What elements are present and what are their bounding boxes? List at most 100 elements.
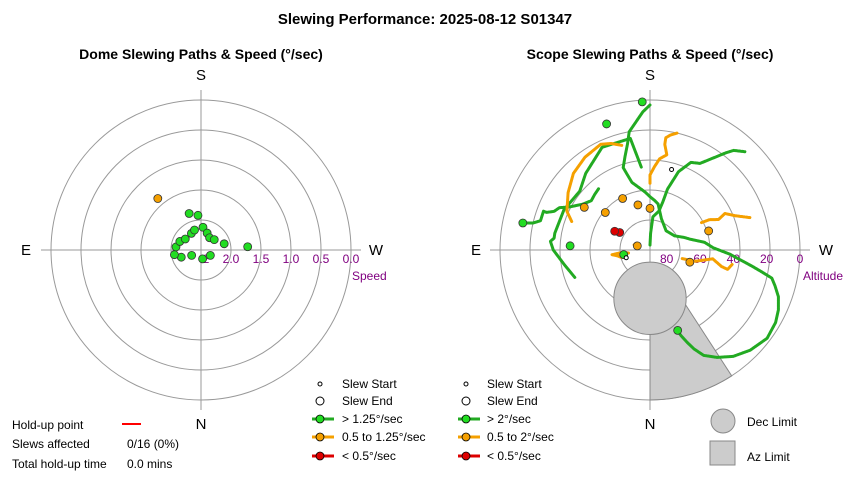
- holdup-point-label: Hold-up point: [12, 418, 84, 432]
- holdup-time-label: Total hold-up time: [12, 457, 107, 471]
- scope-polar-chart: Scope Slewing Paths & Speed (°/sec) S N …: [471, 46, 843, 433]
- scope-legend-dec-limit: Dec Limit: [747, 415, 798, 429]
- dome-tick-label: 0.5: [313, 252, 330, 266]
- legend-fast-dot: [315, 414, 325, 424]
- scope-tick-label: 0: [797, 252, 804, 266]
- dome-compass-left: E: [21, 242, 31, 259]
- dome-compass-bottom: N: [196, 416, 207, 433]
- holdup-info: Hold-up point Slews affected 0/16 (0%) T…: [12, 418, 179, 471]
- scope-slew-path-medium: [648, 131, 679, 185]
- dome-tick-label: 1.5: [253, 252, 270, 266]
- dome-polar-chart: Dome Slewing Paths & Speed (°/sec) S N E…: [21, 46, 387, 433]
- dome-point: [170, 250, 179, 260]
- scope-compass-left: E: [471, 242, 481, 259]
- scope-slew-end: [632, 241, 642, 251]
- scope-legend-medium-dot: [461, 432, 471, 442]
- dome-point: [187, 250, 197, 260]
- scope-slew-path: [621, 103, 780, 359]
- dome-point: [198, 254, 207, 264]
- scope-paths: [521, 103, 780, 359]
- scope-legend-end: Slew End: [487, 394, 538, 408]
- scope-slew-path: [548, 136, 643, 279]
- scope-compass-bottom: N: [645, 416, 656, 433]
- dec-limit-swatch: [710, 408, 736, 434]
- dome-legend-fast: > 1.25°/sec: [342, 412, 403, 426]
- scope-legend-fast: > 2°/sec: [487, 412, 531, 426]
- scope-slew-end: [618, 194, 628, 203]
- dome-tick-label: 0.0: [343, 252, 360, 266]
- scope-markers: [518, 97, 714, 335]
- dome-tick-label: 1.0: [283, 252, 300, 266]
- scope-slew-start: [623, 255, 629, 261]
- dec-limit-region: [613, 261, 687, 336]
- dome-point: [190, 225, 199, 235]
- scope-compass-right: W: [819, 242, 834, 259]
- dome-point: [219, 239, 229, 249]
- scope-slew-path: [648, 148, 747, 247]
- scope-legend-fast-dot: [461, 414, 471, 424]
- scope-slew-end: [565, 241, 575, 251]
- scope-tick-label: 20: [760, 252, 774, 266]
- scope-legend-slow: < 0.5°/sec: [487, 449, 541, 463]
- scope-legend-start: Slew Start: [487, 377, 542, 391]
- dome-chart-title: Dome Slewing Paths & Speed (°/sec): [79, 46, 323, 62]
- scope-slew-path-medium: [565, 142, 624, 223]
- scope-altitude-ticks: 80 60 40 20 0: [660, 252, 804, 266]
- dome-points: [153, 194, 253, 264]
- dome-axis-label: Speed: [352, 269, 387, 283]
- figure-title: Slewing Performance: 2025-08-12 S01347: [278, 11, 572, 28]
- scope-slew-end: [579, 202, 589, 212]
- dome-point: [180, 234, 190, 244]
- scope-compass-top: S: [645, 67, 655, 84]
- dome-legend: Slew Start Slew End > 1.25°/sec 0.5 to 1…: [312, 377, 426, 463]
- slews-affected-label: Slews affected: [12, 437, 90, 451]
- scope-slew-end: [637, 97, 647, 107]
- dome-legend-slow: < 0.5°/sec: [342, 449, 396, 463]
- scope-chart-title: Scope Slewing Paths & Speed (°/sec): [527, 46, 774, 62]
- slews-affected-value: 0/16 (0%): [127, 437, 179, 451]
- legend-medium-dot: [315, 432, 325, 442]
- dome-compass-right: W: [369, 242, 384, 259]
- legend-end-symbol: [315, 396, 325, 406]
- dome-point: [193, 210, 203, 220]
- scope-slew-path-medium: [700, 212, 752, 225]
- dome-legend-medium: 0.5 to 1.25°/sec: [342, 430, 426, 444]
- scope-slew-end: [518, 218, 528, 228]
- dome-point: [209, 235, 219, 245]
- scope-slew-path: [521, 187, 601, 225]
- dome-legend-start: Slew Start: [342, 377, 397, 391]
- scope-slew-end: [704, 226, 714, 236]
- dome-legend-end: Slew End: [342, 394, 393, 408]
- scope-limits: [613, 261, 733, 401]
- scope-legend-az-limit: Az Limit: [747, 450, 790, 464]
- scope-slew-end: [685, 257, 695, 267]
- scope-slew-path-medium: [680, 257, 734, 271]
- legend-slow-dot: [315, 451, 325, 461]
- dome-point: [205, 250, 215, 260]
- dome-compass-top: S: [196, 67, 206, 84]
- scope-legend-start-symbol: [463, 381, 469, 387]
- scope-slew-start: [669, 167, 675, 173]
- scope-legend-end-symbol: [461, 396, 471, 406]
- dome-rings: [41, 90, 361, 410]
- dome-point: [153, 194, 163, 203]
- legend-start-symbol: [317, 381, 323, 387]
- az-limit-swatch: [709, 440, 736, 466]
- holdup-time-value: 0.0 mins: [127, 457, 172, 471]
- scope-slew-end: [633, 200, 643, 210]
- scope-tick-label: 80: [660, 252, 674, 266]
- dome-point: [184, 209, 194, 218]
- scope-slew-end: [610, 226, 620, 236]
- scope-slew-end: [602, 119, 611, 129]
- scope-slew-end: [673, 325, 683, 335]
- dome-speed-ticks: 2.01.51.00.50.02: [203, 252, 360, 266]
- scope-axis-label: Altitude: [803, 269, 843, 283]
- scope-slew-end: [600, 208, 610, 217]
- scope-legend-medium: 0.5 to 2°/sec: [487, 430, 554, 444]
- scope-slew-end: [645, 203, 655, 213]
- dome-tick-label: 2.0: [223, 252, 240, 266]
- scope-legend: Slew Start Slew End > 2°/sec 0.5 to 2°/s…: [458, 377, 798, 466]
- dome-point: [243, 242, 253, 252]
- scope-legend-slow-dot: [461, 451, 471, 461]
